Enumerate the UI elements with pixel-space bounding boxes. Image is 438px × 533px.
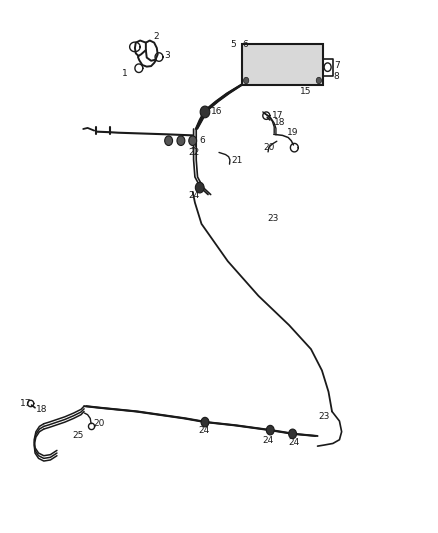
Text: 20: 20 [264,143,275,151]
FancyBboxPatch shape [242,44,323,85]
Circle shape [177,136,185,146]
Text: 6: 6 [242,40,248,49]
Text: 2: 2 [153,32,159,41]
Text: 20: 20 [93,419,105,427]
Text: 17: 17 [20,399,31,408]
Text: 23: 23 [267,214,279,223]
Text: 3: 3 [164,52,170,60]
Circle shape [266,425,274,435]
Text: 24: 24 [198,426,209,434]
Circle shape [165,136,173,146]
Circle shape [244,77,249,84]
Circle shape [316,77,321,84]
Text: 5: 5 [230,40,236,49]
Text: 18: 18 [36,405,48,414]
Circle shape [201,417,209,427]
Text: 8: 8 [334,72,339,81]
Text: 7: 7 [334,61,339,69]
Circle shape [189,136,197,146]
Text: 15: 15 [300,87,311,95]
Text: 22: 22 [188,149,200,157]
Text: 17: 17 [272,111,284,119]
Text: 25: 25 [72,431,84,440]
Circle shape [289,429,297,439]
Text: 18: 18 [274,118,285,127]
Text: 23: 23 [318,413,329,421]
Text: 24: 24 [288,438,300,447]
Text: 6: 6 [199,136,205,144]
Text: 1: 1 [122,69,127,78]
Text: 19: 19 [287,128,298,137]
Text: 16: 16 [211,108,223,116]
Text: 5: 5 [191,141,196,150]
Text: 21: 21 [231,157,243,165]
Text: 24: 24 [188,191,200,199]
Text: 24: 24 [262,437,273,445]
Circle shape [195,182,204,193]
Circle shape [200,106,210,118]
